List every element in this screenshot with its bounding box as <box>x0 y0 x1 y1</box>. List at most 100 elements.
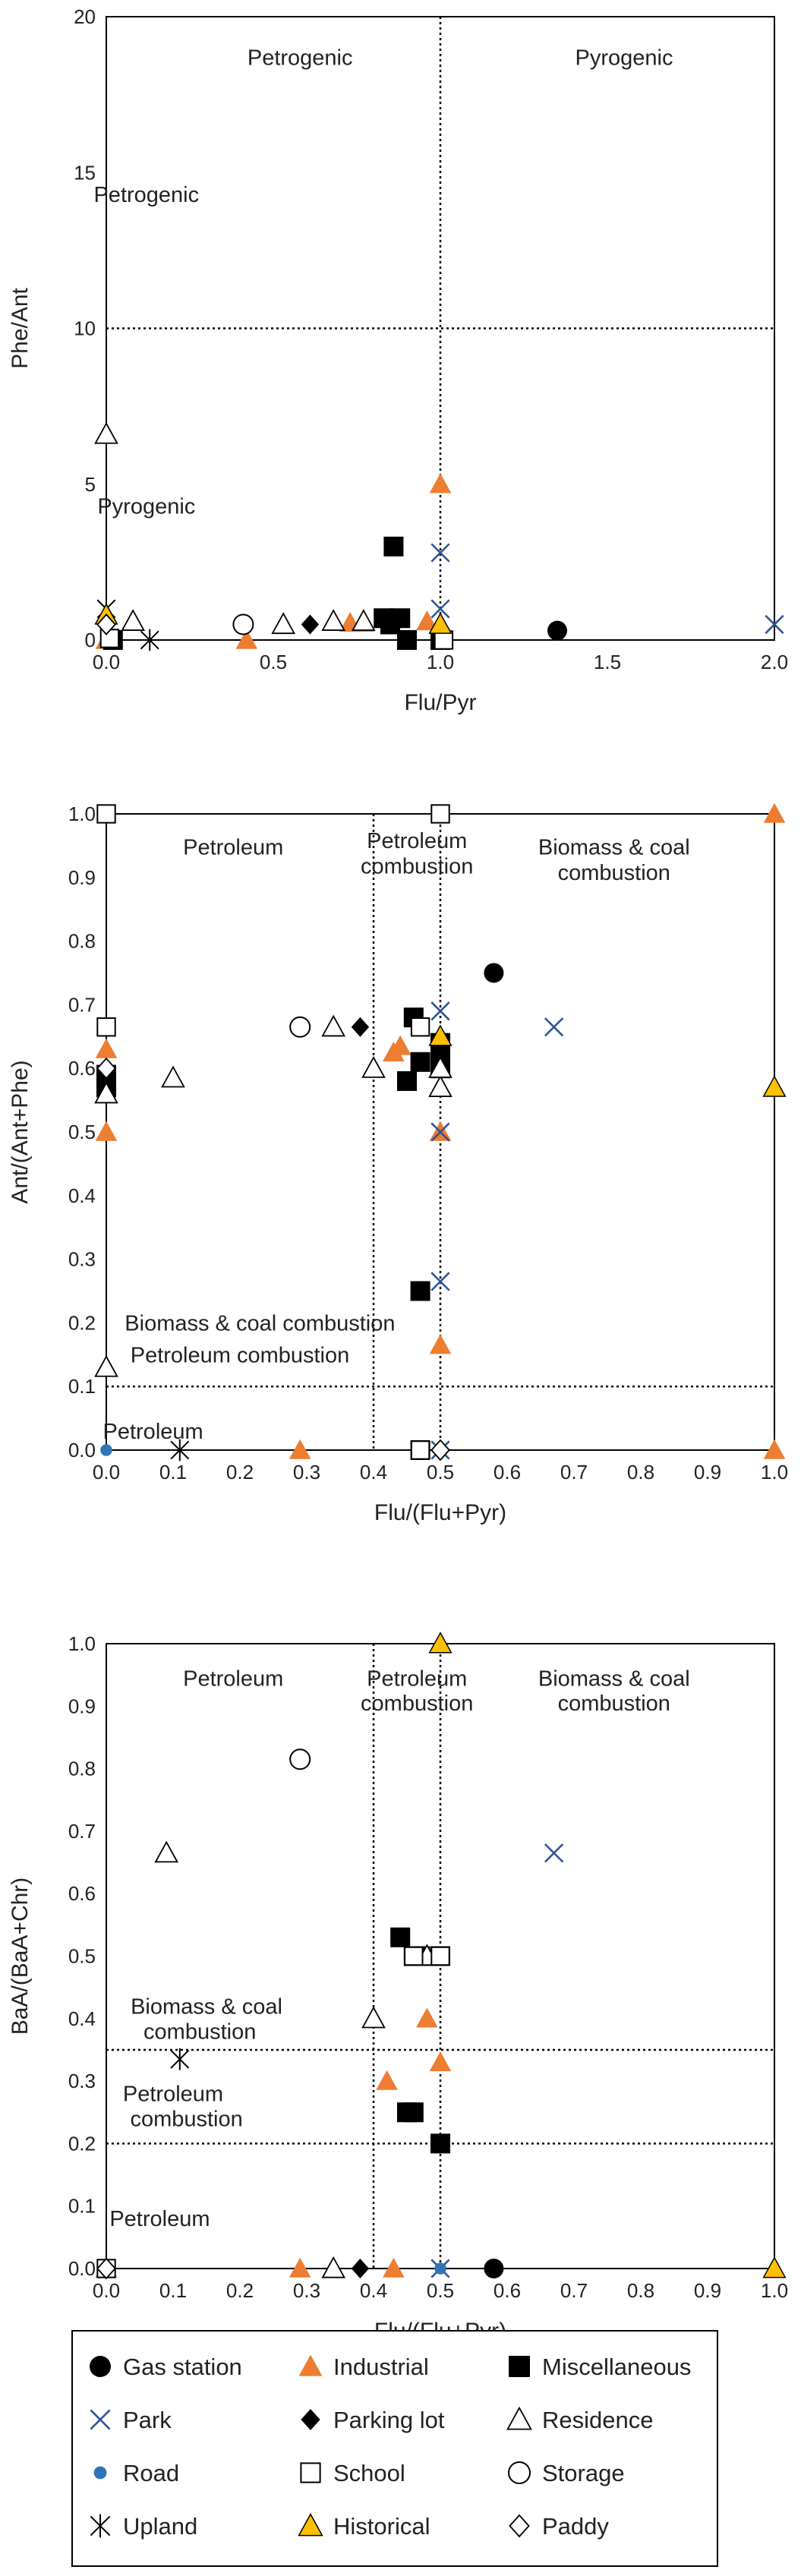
point-residence <box>321 2256 346 2278</box>
x-tick-label: 0.4 <box>360 1461 387 1483</box>
x-tick-label: 0.1 <box>159 2279 187 2302</box>
legend-marker-industrial <box>298 2354 323 2376</box>
point-miscellaneous <box>430 2133 450 2154</box>
y-tick-label: 0.5 <box>68 1121 96 1143</box>
point-industrial <box>376 2070 398 2090</box>
legend-item-school: School <box>300 2460 405 2486</box>
y-tick-label: 5 <box>85 473 96 496</box>
point-gas-station <box>484 963 504 983</box>
region-annotation: combustion <box>361 855 473 879</box>
point-park <box>430 543 450 563</box>
legend-item-gas-station: Gas station <box>90 2354 242 2380</box>
legend-marker-storage <box>508 2461 531 2484</box>
x-tick-label: 0.8 <box>627 1461 654 1483</box>
legend-marker-historical <box>298 2513 323 2537</box>
point-industrial <box>95 1038 118 1058</box>
y-tick-label: 0.9 <box>68 866 96 889</box>
legend-item-parking-lot: Parking lot <box>301 2407 445 2433</box>
point-historical <box>428 1632 453 1654</box>
point-miscellaneous <box>397 1070 417 1091</box>
point-miscellaneous <box>403 2102 424 2123</box>
x-tick-label: 0.6 <box>494 1461 521 1483</box>
point-road <box>100 1444 112 1456</box>
y-tick-label: 0 <box>85 629 96 651</box>
point-storage <box>232 613 254 635</box>
legend-marker-upland <box>90 2514 111 2538</box>
point-residence <box>94 421 118 444</box>
y-tick-label: 0.3 <box>68 2070 96 2092</box>
x-tick-label: 0.2 <box>226 1461 254 1483</box>
point-industrial <box>289 2257 311 2278</box>
y-tick-label: 0.0 <box>68 1439 96 1461</box>
series-storage <box>289 1748 311 1770</box>
x-tick-label: 0.8 <box>627 2279 654 2302</box>
x-tick-label: 0.4 <box>360 2279 387 2302</box>
legend-label: Industrial <box>333 2354 429 2380</box>
point-gas-station <box>547 620 567 641</box>
point-historical <box>762 2256 787 2278</box>
region-annotation: combustion <box>558 1692 670 1716</box>
point-miscellaneous <box>397 630 417 650</box>
point-industrial <box>429 473 452 493</box>
point-industrial <box>416 610 438 631</box>
legend-item-road: Road <box>93 2460 179 2486</box>
series-gas-station <box>547 620 567 641</box>
series-historical <box>428 1024 787 1097</box>
y-tick-label: 0.2 <box>68 2132 96 2155</box>
legend-item-residence: Residence <box>506 2406 653 2433</box>
x-tick-label: 1.0 <box>427 651 454 673</box>
legend-label: Storage <box>542 2460 625 2486</box>
x-tick-label: 0.7 <box>560 1461 588 1483</box>
legend-label: Historical <box>333 2513 430 2540</box>
point-park <box>765 614 784 635</box>
point-parking-lot <box>351 1017 370 1037</box>
series-gas-station <box>484 963 504 983</box>
y-tick-label: 0.5 <box>68 1945 96 1968</box>
point-park <box>430 1122 450 1142</box>
y-axis-label: BaA/(BaA+Chr) <box>8 1878 33 2035</box>
y-tick-label: 0.6 <box>68 1882 96 1905</box>
point-gas-station <box>484 2259 504 2278</box>
y-axis-label: Phe/Ant <box>8 287 33 368</box>
series-gas-station <box>484 2259 504 2278</box>
x-tick-label: 0.9 <box>694 1461 721 1483</box>
point-upland <box>170 1439 190 1461</box>
x-tick-label: 0.0 <box>93 2279 120 2302</box>
legend-marker-gas-station <box>90 2356 111 2377</box>
series-upland <box>170 2048 190 2070</box>
y-tick-label: 0.7 <box>68 1820 96 1843</box>
x-tick-label: 0.3 <box>293 2279 320 2302</box>
legend-item-industrial: Industrial <box>298 2354 429 2380</box>
x-tick-label: 0.0 <box>93 651 120 673</box>
point-residence <box>321 609 346 631</box>
series-paddy <box>96 613 116 635</box>
series-parking-lot <box>351 2259 370 2278</box>
y-axis-label: Ant/(Ant+Phe) <box>8 1060 33 1203</box>
legend-marker-road <box>93 2466 107 2480</box>
point-residence <box>428 1075 453 1097</box>
series-historical <box>428 1632 787 2278</box>
point-upland <box>140 629 159 651</box>
point-industrial <box>429 1334 452 1354</box>
point-industrial <box>383 2257 405 2278</box>
y-tick-label: 1.0 <box>68 1632 96 1655</box>
legend: Gas station Industrial Miscellaneous Park Pa… <box>71 2330 718 2567</box>
legend-item-upland: Upland <box>90 2513 197 2540</box>
chart-phe-ant-vs-flu-pyr: 0.0 0.5 1.0 1.5 2.0 0 5 10 15 20 Flu/Pyr Phe/Ant Pet… <box>8 5 788 715</box>
legend-label: Park <box>123 2407 172 2433</box>
point-miscellaneous <box>410 1052 430 1072</box>
point-upland <box>170 2048 190 2070</box>
point-school <box>430 1946 450 1966</box>
x-tick-label: 2.0 <box>761 651 788 673</box>
region-annotation: Petroleum combustion <box>131 1343 350 1367</box>
point-industrial <box>235 629 258 649</box>
x-tick-label: 1.5 <box>594 651 621 673</box>
point-school <box>404 1946 424 1966</box>
region-annotation: combustion <box>361 1692 473 1716</box>
x-tick-label: 0.6 <box>494 2279 521 2302</box>
region-annotation: Petroleum <box>123 2083 223 2107</box>
chart-baa-ratio-vs-flu-ratio: 0.0 0.1 0.2 0.3 0.4 0.5 0.6 0.7 0.8 0.9 1.0 0.0 0.1 0… <box>8 1632 788 2344</box>
point-residence <box>428 1056 453 1078</box>
point-residence <box>351 609 376 631</box>
point-park <box>544 1843 564 1863</box>
